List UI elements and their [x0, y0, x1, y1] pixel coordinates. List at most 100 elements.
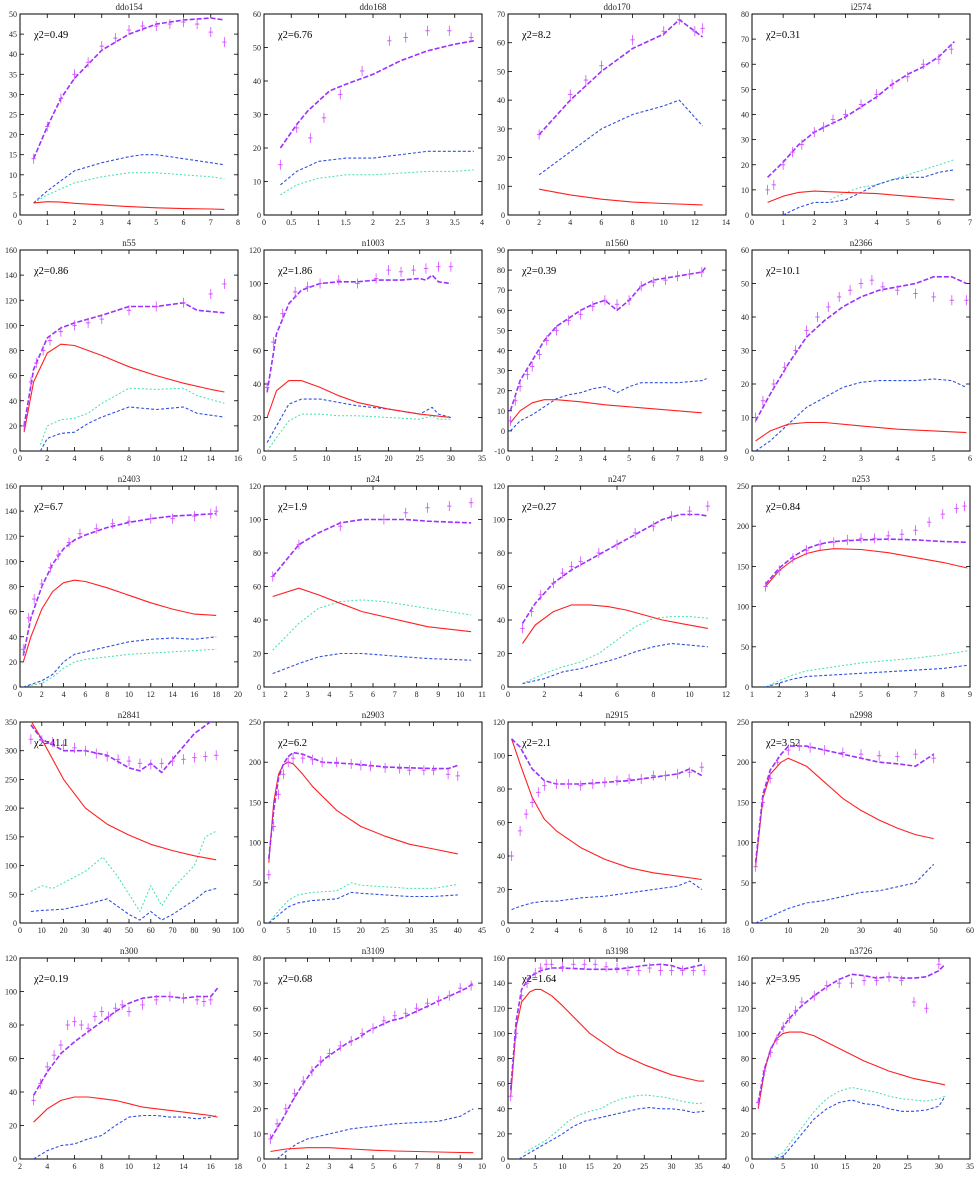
x-tick-label: 40 [103, 926, 111, 935]
x-tick-label: 30 [857, 926, 865, 935]
series-blue-line [272, 652, 472, 675]
x-tick-label: 2 [812, 218, 816, 227]
series-red-line [30, 722, 217, 861]
y-tick-label: 10 [9, 171, 17, 180]
x-tick-label: 5 [859, 690, 863, 699]
y-tick-label: 40 [497, 852, 505, 861]
x-tick-label: 5 [349, 690, 353, 699]
plot-frame [19, 957, 239, 1160]
y-tick-label: 120 [249, 246, 261, 255]
x-tick-label: 0 [750, 1162, 754, 1171]
x-tick-label: 14 [180, 1162, 188, 1171]
plot-frame [507, 721, 727, 924]
y-tick-label: 30 [497, 125, 505, 134]
x-tick-label: 25 [640, 1162, 648, 1171]
x-tick-label: 35 [430, 926, 438, 935]
x-tick-label: 6 [371, 690, 375, 699]
plot-frame [507, 485, 727, 688]
y-tick-label: 20 [253, 414, 261, 423]
x-tick-label: 8 [236, 218, 240, 227]
y-tick-label: 50 [9, 890, 17, 899]
y-tick-label: 50 [741, 280, 749, 289]
series-model-line [509, 963, 705, 1090]
y-tick-label: 80 [9, 347, 17, 356]
chi2-label: χ2=6.7 [33, 502, 63, 513]
y-tick-label: 50 [253, 1029, 261, 1038]
plot-frame [263, 13, 483, 216]
chi2-label: χ2=2.1 [521, 738, 551, 749]
x-tick-label: 4 [62, 690, 66, 699]
y-tick-label: 40 [497, 347, 505, 356]
y-tick-label: 70 [497, 10, 505, 19]
y-tick-label: 350 [5, 718, 17, 727]
series-red-line [22, 579, 217, 663]
x-tick-label: 4 [480, 218, 484, 227]
x-tick-label: 35 [695, 1162, 703, 1171]
x-tick-label: 18 [234, 1162, 242, 1171]
y-tick-label: 250 [737, 482, 749, 491]
plot-area [508, 265, 708, 432]
chart-title: n2903 [362, 710, 385, 720]
x-tick-label: 2 [777, 690, 781, 699]
x-tick-label: 3 [843, 218, 847, 227]
x-tick-label: 1 [750, 690, 754, 699]
series-cyan-line [23, 648, 217, 687]
x-tick-label: 3 [327, 1162, 331, 1171]
x-tick-label: 3 [859, 454, 863, 463]
x-tick-label: 4 [349, 1162, 353, 1171]
y-tick-label: 20 [497, 387, 505, 396]
chart-title: ddo168 [360, 2, 388, 12]
y-tick-label: 60 [253, 583, 261, 592]
y-tick-label: 60 [741, 246, 749, 255]
series-blue-line [511, 880, 703, 911]
y-tick-label: 0 [501, 683, 505, 692]
x-tick-label: 5 [154, 218, 158, 227]
series-cyan-line [266, 413, 451, 451]
y-tick-label: 60 [497, 583, 505, 592]
chart-title: n2998 [850, 710, 873, 720]
y-tick-label: 200 [737, 758, 749, 767]
panel-n1003: n1003 0 5 10 15 20 25 30 35 0 20 40 60 80 100 120 χ2=1.8… [249, 238, 486, 463]
y-tick-label: 50 [9, 10, 17, 19]
x-tick-label: 18 [212, 690, 220, 699]
chart-title: n253 [852, 474, 871, 484]
plot-area [763, 501, 968, 687]
x-tick-label: 2 [530, 926, 534, 935]
x-tick-label: 50 [930, 926, 938, 935]
x-tick-label: 12 [691, 218, 699, 227]
x-tick-label: 0 [18, 218, 22, 227]
y-tick-label: 20 [741, 1130, 749, 1139]
chart-title: n300 [120, 946, 139, 956]
x-tick-label: 10 [125, 1162, 133, 1171]
series-model-line [754, 276, 967, 422]
y-tick-label: 60 [9, 1055, 17, 1064]
series-blue-line [33, 154, 225, 204]
x-tick-label: 6 [886, 690, 890, 699]
y-tick-label: 25 [9, 111, 17, 120]
series-blue-line [30, 887, 217, 921]
x-tick-label: 30 [447, 454, 455, 463]
x-tick-label: 14 [674, 926, 682, 935]
series-cyan-line [30, 830, 217, 912]
y-tick-label: 100 [493, 752, 505, 761]
x-tick-label: 4 [875, 218, 879, 227]
series-red-line [270, 1147, 474, 1154]
plot-area [31, 17, 227, 210]
x-tick-label: 2 [542, 690, 546, 699]
y-tick-label: 100 [493, 516, 505, 525]
series-model-line [32, 17, 225, 160]
x-tick-label: 10 [686, 690, 694, 699]
series-red-line [522, 604, 708, 644]
y-tick-label: 15 [9, 151, 17, 160]
chi2-label: χ2=41.1 [33, 738, 68, 749]
x-tick-label: 6 [937, 218, 941, 227]
x-tick-label: 2 [537, 218, 541, 227]
series-blue-line [518, 1106, 705, 1159]
y-tick-label: 120 [5, 532, 17, 541]
y-tick-label: 20 [9, 422, 17, 431]
plot-area [278, 25, 474, 196]
y-tick-label: 20 [497, 154, 505, 163]
x-tick-label: 0 [262, 218, 266, 227]
y-tick-label: 0 [257, 211, 261, 220]
